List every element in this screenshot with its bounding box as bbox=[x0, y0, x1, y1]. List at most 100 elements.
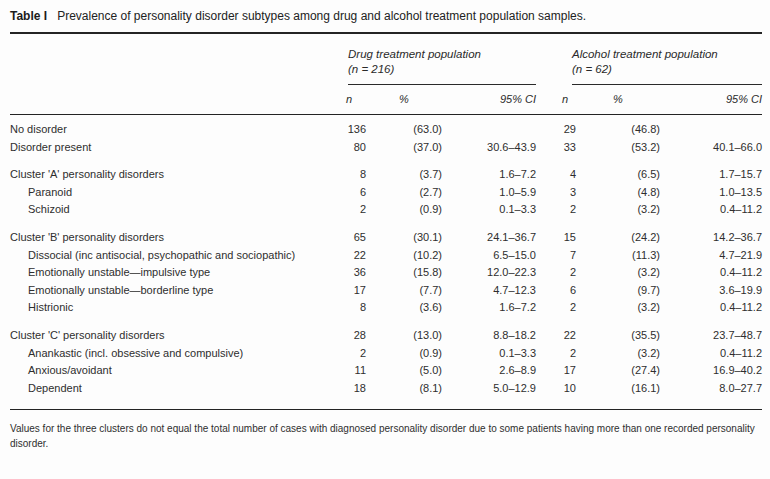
table-row: Anankastic (incl. obsessive and compulsi… bbox=[10, 345, 762, 363]
table-row: Anxious/avoidant11(5.0)2.6–8.917(27.4)16… bbox=[10, 362, 762, 380]
group-name-alcohol: Alcohol treatment population bbox=[572, 47, 762, 62]
cell-drug-n: 28 bbox=[332, 317, 366, 345]
cell-drug-ci: 5.0–12.9 bbox=[442, 380, 536, 410]
gap-cell bbox=[536, 299, 554, 317]
cell-alcohol-ci: 16.9–40.2 bbox=[660, 362, 762, 380]
cell-drug-pct: (3.7) bbox=[366, 156, 442, 184]
table-row: Emotionally unstable—impulsive type36(15… bbox=[10, 264, 762, 282]
column-header-row: n % 95% CI n % 95% CI bbox=[10, 85, 762, 115]
cell-drug-ci: 6.5–15.0 bbox=[442, 247, 536, 265]
cell-alcohol-ci: 0.4–11.2 bbox=[660, 201, 762, 219]
column-header-drug-pct: % bbox=[366, 85, 442, 115]
table-footnote: Values for the three clusters do not equ… bbox=[10, 422, 762, 451]
table-row: Dependent18(8.1)5.0–12.910(16.1)8.0–27.7 bbox=[10, 380, 762, 410]
cell-alcohol-pct: (3.2) bbox=[576, 264, 660, 282]
cell-alcohol-n: 3 bbox=[554, 184, 576, 202]
row-label: Cluster 'B' personality disorders bbox=[10, 219, 332, 247]
cell-alcohol-ci: 40.1–66.0 bbox=[660, 139, 762, 157]
table-row: Histrionic8(3.6)1.6–7.22(3.2)0.4–11.2 bbox=[10, 299, 762, 317]
table-header: Drug treatment population (n = 216) Alco… bbox=[10, 34, 762, 115]
column-header-drug-ci: 95% CI bbox=[442, 85, 536, 115]
table-row: Schizoid2(0.9)0.1–3.32(3.2)0.4–11.2 bbox=[10, 201, 762, 219]
gap-cell bbox=[536, 85, 554, 115]
row-label: Dependent bbox=[10, 380, 332, 410]
cell-alcohol-pct: (53.2) bbox=[576, 139, 660, 157]
cell-drug-n: 36 bbox=[332, 264, 366, 282]
cell-drug-ci: 0.1–3.3 bbox=[442, 201, 536, 219]
cell-drug-pct: (0.9) bbox=[366, 201, 442, 219]
cell-drug-ci: 1.0–5.9 bbox=[442, 184, 536, 202]
cell-alcohol-pct: (4.8) bbox=[576, 184, 660, 202]
cell-drug-pct: (8.1) bbox=[366, 380, 442, 410]
cell-alcohol-n: 2 bbox=[554, 201, 576, 219]
cell-alcohol-n: 10 bbox=[554, 380, 576, 410]
prevalence-table: Drug treatment population (n = 216) Alco… bbox=[10, 34, 762, 410]
cell-drug-n: 2 bbox=[332, 201, 366, 219]
gap-cell bbox=[536, 201, 554, 219]
cell-drug-pct: (30.1) bbox=[366, 219, 442, 247]
cell-drug-n: 65 bbox=[332, 219, 366, 247]
row-label: Anxious/avoidant bbox=[10, 362, 332, 380]
cell-drug-n: 8 bbox=[332, 156, 366, 184]
group-sample-drug: (n = 216) bbox=[348, 62, 536, 77]
cell-alcohol-pct: (3.2) bbox=[576, 299, 660, 317]
group-name-drug: Drug treatment population bbox=[348, 47, 536, 62]
cell-alcohol-ci: 4.7–21.9 bbox=[660, 247, 762, 265]
cell-drug-ci: 0.1–3.3 bbox=[442, 345, 536, 363]
cell-drug-n: 22 bbox=[332, 247, 366, 265]
cell-alcohol-pct: (9.7) bbox=[576, 282, 660, 300]
cell-drug-pct: (37.0) bbox=[366, 139, 442, 157]
table-number-label: Table I bbox=[10, 9, 47, 23]
table-body: No disorder136(63.0)29(46.8)Disorder pre… bbox=[10, 115, 762, 410]
gap-cell bbox=[536, 345, 554, 363]
cell-drug-ci: 1.6–7.2 bbox=[442, 299, 536, 317]
gap-cell bbox=[536, 282, 554, 300]
cell-drug-pct: (63.0) bbox=[366, 115, 442, 139]
table-row: Cluster 'C' personality disorders28(13.0… bbox=[10, 317, 762, 345]
cell-drug-pct: (3.6) bbox=[366, 299, 442, 317]
cell-drug-pct: (0.9) bbox=[366, 345, 442, 363]
cell-alcohol-pct: (35.5) bbox=[576, 317, 660, 345]
cell-alcohol-ci: 14.2–36.7 bbox=[660, 219, 762, 247]
cell-alcohol-ci bbox=[660, 115, 762, 139]
cell-drug-pct: (15.8) bbox=[366, 264, 442, 282]
row-label: Cluster 'C' personality disorders bbox=[10, 317, 332, 345]
group-header-alcohol-cell: Alcohol treatment population (n = 62) bbox=[554, 34, 762, 85]
cell-alcohol-ci: 8.0–27.7 bbox=[660, 380, 762, 410]
row-label: Anankastic (incl. obsessive and compulsi… bbox=[10, 345, 332, 363]
cell-drug-n: 6 bbox=[332, 184, 366, 202]
table-row: Emotionally unstable—borderline type17(7… bbox=[10, 282, 762, 300]
cell-alcohol-pct: (3.2) bbox=[576, 345, 660, 363]
cell-drug-pct: (2.7) bbox=[366, 184, 442, 202]
cell-alcohol-ci: 1.0–13.5 bbox=[660, 184, 762, 202]
cell-alcohol-pct: (46.8) bbox=[576, 115, 660, 139]
paper-table-figure: Table IPrevalence of personality disorde… bbox=[0, 0, 770, 479]
column-header-drug-n: n bbox=[332, 85, 366, 115]
cell-drug-ci: 4.7–12.3 bbox=[442, 282, 536, 300]
cell-alcohol-n: 22 bbox=[554, 317, 576, 345]
cell-drug-pct: (10.2) bbox=[366, 247, 442, 265]
table-row: Dissocial (inc antisocial, psychopathic … bbox=[10, 247, 762, 265]
cell-drug-n: 11 bbox=[332, 362, 366, 380]
cell-alcohol-n: 4 bbox=[554, 156, 576, 184]
group-header-row: Drug treatment population (n = 216) Alco… bbox=[10, 34, 762, 85]
cell-drug-ci: 30.6–43.9 bbox=[442, 139, 536, 157]
cell-alcohol-ci: 0.4–11.2 bbox=[660, 264, 762, 282]
row-label: Disorder present bbox=[10, 139, 332, 157]
gap-cell bbox=[536, 156, 554, 184]
gap-cell bbox=[536, 184, 554, 202]
cell-drug-ci bbox=[442, 115, 536, 139]
cell-alcohol-n: 2 bbox=[554, 264, 576, 282]
row-label: Emotionally unstable—borderline type bbox=[10, 282, 332, 300]
row-label: Emotionally unstable—impulsive type bbox=[10, 264, 332, 282]
column-header-alcohol-n: n bbox=[554, 85, 576, 115]
cell-alcohol-pct: (6.5) bbox=[576, 156, 660, 184]
table-title: Table IPrevalence of personality disorde… bbox=[10, 8, 760, 25]
cell-alcohol-n: 15 bbox=[554, 219, 576, 247]
gap-cell bbox=[536, 317, 554, 345]
gap-cell bbox=[536, 380, 554, 410]
gap-cell bbox=[536, 115, 554, 139]
cell-drug-n: 80 bbox=[332, 139, 366, 157]
cell-alcohol-ci: 3.6–19.9 bbox=[660, 282, 762, 300]
gap-cell bbox=[536, 264, 554, 282]
